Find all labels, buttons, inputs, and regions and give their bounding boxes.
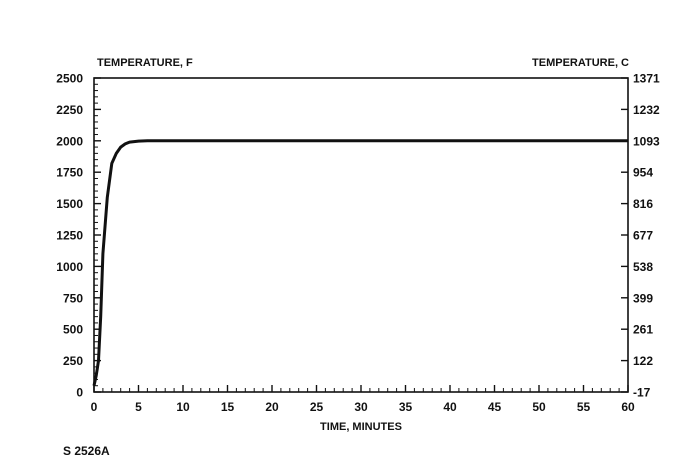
x-tick-label: 35 — [399, 400, 413, 414]
temperature-curve — [92, 139, 628, 387]
plot-frame — [93, 77, 629, 393]
y-right-tick-label: 538 — [633, 260, 653, 274]
x-tick-label: 15 — [221, 400, 235, 414]
y-right-tick-label: 261 — [633, 323, 653, 337]
x-tick-label: 20 — [265, 400, 279, 414]
y-right-tick-label: 816 — [633, 197, 653, 211]
y-right-tick-label: -17 — [633, 386, 651, 400]
y-right-tick-label: 954 — [633, 166, 653, 180]
x-axis: 0 5 10 15 20 25 30 35 40 45 50 55 60 — [91, 385, 635, 414]
x-tick-label: 60 — [621, 400, 635, 414]
y-left-tick-label: 250 — [63, 354, 83, 368]
y-right-tick-label: 399 — [633, 291, 653, 305]
y-left-tick-label: 1750 — [56, 166, 83, 180]
y-right-tick-label: 1093 — [633, 134, 660, 148]
x-tick-label: 30 — [354, 400, 368, 414]
x-tick-label: 5 — [135, 400, 142, 414]
left-y-axis: 0 250 500 750 1000 1250 1500 1750 2000 2250 2500 — [56, 72, 101, 400]
x-axis-title: TIME, MINUTES — [320, 421, 402, 433]
y-left-tick-label: 0 — [76, 386, 83, 400]
y-left-tick-label: 2500 — [56, 72, 83, 86]
x-tick-label: 40 — [443, 400, 457, 414]
x-tick-label: 50 — [532, 400, 546, 414]
y-right-tick-label: 1371 — [633, 72, 660, 86]
figure-id: S 2526A — [63, 444, 110, 458]
x-tick-label: 0 — [91, 400, 98, 414]
y-right-tick-label: 122 — [633, 354, 653, 368]
y-left-tick-label: 1000 — [56, 260, 83, 274]
x-tick-label: 45 — [488, 400, 502, 414]
y-left-tick-label: 1500 — [56, 197, 83, 211]
right-axis-title: TEMPERATURE, C — [532, 57, 629, 69]
x-tick-label: 25 — [310, 400, 324, 414]
y-left-tick-label: 1250 — [56, 229, 83, 243]
y-left-tick-label: 2000 — [56, 134, 83, 148]
y-left-tick-label: 2250 — [56, 103, 83, 117]
left-axis-title: TEMPERATURE, F — [97, 57, 193, 69]
x-tick-label: 55 — [577, 400, 591, 414]
x-tick-label: 10 — [176, 400, 190, 414]
y-right-tick-label: 1232 — [633, 103, 660, 117]
right-y-axis: -17 122 261 399 538 677 816 954 1093 1232 1371 — [621, 72, 660, 400]
y-left-tick-label: 750 — [63, 291, 83, 305]
y-left-tick-label: 500 — [63, 323, 83, 337]
y-right-tick-label: 677 — [633, 229, 653, 243]
